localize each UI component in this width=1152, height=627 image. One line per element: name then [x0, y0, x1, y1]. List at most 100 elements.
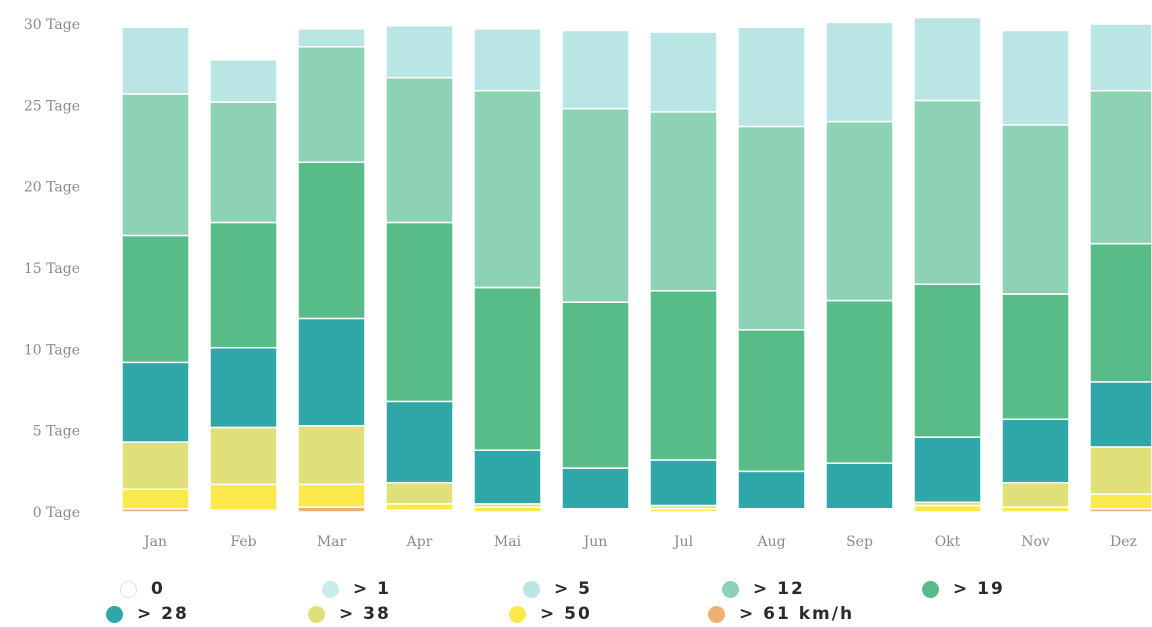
bar-segment[interactable] — [1089, 242, 1152, 383]
bar-segment[interactable] — [737, 329, 806, 473]
bar-segment[interactable] — [385, 481, 454, 505]
bar-segment[interactable] — [737, 470, 806, 510]
y-tick-label: 30 Tage — [24, 17, 80, 33]
bar-segment[interactable] — [913, 436, 982, 503]
bar-segment[interactable] — [473, 28, 542, 92]
bar-segment[interactable] — [825, 21, 894, 123]
bar-segment[interactable] — [121, 361, 190, 443]
bar-segment[interactable] — [121, 488, 190, 510]
legend-item-gt38[interactable]: > 38 — [308, 603, 391, 625]
bar-segment[interactable] — [209, 221, 278, 349]
bar-segment[interactable] — [297, 46, 366, 164]
legend-swatch — [308, 605, 325, 623]
bar-segment[interactable] — [121, 26, 190, 95]
bar-segment[interactable] — [473, 449, 542, 505]
x-tick-label: Mai — [494, 534, 522, 550]
legend-item-gt5[interactable]: > 5 — [523, 578, 592, 600]
y-axis: 0 Tage 5 Tage 10 Tage 15 Tage 20 Tage 25 Tage… — [24, 17, 80, 521]
legend-label: > 19 — [953, 579, 1005, 599]
legend-swatch — [708, 605, 725, 623]
bar-segment[interactable] — [473, 286, 542, 451]
x-tick-label: Apr — [406, 534, 433, 550]
legend-item-gt61[interactable]: > 61 km/h — [708, 603, 854, 625]
bar-segment[interactable] — [209, 483, 278, 512]
bar-segment[interactable] — [1089, 381, 1152, 448]
x-tick-label: Mar — [317, 534, 347, 550]
bar-segment[interactable] — [649, 290, 718, 461]
bar-segment[interactable] — [385, 24, 454, 79]
legend-item-gt50[interactable]: > 50 — [509, 603, 592, 625]
bar-segment[interactable] — [1001, 481, 1070, 508]
bar-segment[interactable] — [121, 93, 190, 237]
bar-segment[interactable] — [825, 120, 894, 302]
bar-stacks — [121, 16, 1152, 513]
y-tick-label: 0 Tage — [33, 505, 80, 521]
x-tick-label: Jan — [142, 534, 167, 550]
bar-segment[interactable] — [209, 101, 278, 224]
bar-segment[interactable] — [297, 317, 366, 427]
legend-swatch — [106, 605, 123, 623]
legend-item-gt28[interactable]: > 28 — [106, 603, 189, 625]
bar-segment[interactable] — [825, 299, 894, 464]
bar-segment[interactable] — [121, 234, 190, 364]
bar-segment[interactable] — [913, 99, 982, 286]
bar-segment[interactable] — [649, 111, 718, 292]
legend-swatch — [523, 580, 540, 598]
bar-segment[interactable] — [1089, 89, 1152, 245]
x-tick-label: Feb — [230, 534, 256, 550]
bar-segment[interactable] — [1089, 446, 1152, 495]
y-tick-label: 25 Tage — [24, 98, 80, 114]
bar-segment[interactable] — [1001, 293, 1070, 421]
x-tick-label: Aug — [756, 534, 785, 550]
x-axis: Jan Feb Mar Apr Mai Jun Jul Aug Sep Okt Nov Dez — [142, 534, 1137, 550]
legend-item-gt1[interactable]: > 1 — [322, 578, 391, 600]
x-tick-label: Jun — [582, 534, 608, 550]
bar-segment[interactable] — [913, 16, 982, 102]
bar-segment[interactable] — [1001, 418, 1070, 484]
bar-segment[interactable] — [385, 76, 454, 224]
legend-item-gt19[interactable]: > 19 — [922, 578, 1005, 600]
bar-segment[interactable] — [561, 301, 630, 469]
bar-segment[interactable] — [1089, 23, 1152, 92]
legend-item-gt12[interactable]: > 12 — [722, 578, 805, 600]
bar-segment[interactable] — [385, 503, 454, 512]
bar-segment[interactable] — [649, 31, 718, 113]
y-tick-label: 10 Tage — [24, 342, 80, 358]
x-tick-label: Sep — [846, 534, 873, 550]
legend-item-0[interactable]: 0 — [120, 578, 165, 600]
bar-segment[interactable] — [121, 441, 190, 490]
bar-segment[interactable] — [209, 346, 278, 429]
bar-segment[interactable] — [297, 483, 366, 508]
bar-segment[interactable] — [1001, 29, 1070, 126]
bar-segment[interactable] — [209, 426, 278, 486]
legend-label: > 38 — [339, 604, 391, 624]
x-tick-label: Nov — [1021, 534, 1050, 550]
bar-segment[interactable] — [649, 459, 718, 507]
wind-speed-chart: 0 Tage 5 Tage 10 Tage 15 Tage 20 Tage 25 Tage… — [24, 16, 1152, 550]
bar-segment[interactable] — [1001, 124, 1070, 295]
bar-segment[interactable] — [561, 29, 630, 110]
bar-segment[interactable] — [561, 467, 630, 510]
bar-segment[interactable] — [913, 504, 982, 513]
legend: 0 > 1 > 5 > 12 > 19 > 28 > 38 > 50 > 61 … — [98, 578, 1138, 624]
bar-segment[interactable] — [737, 26, 806, 128]
legend-swatch — [322, 580, 339, 598]
bar-segment[interactable] — [297, 425, 366, 486]
bar-segment[interactable] — [913, 283, 982, 438]
y-tick-label: 5 Tage — [33, 424, 80, 440]
bar-segment[interactable] — [561, 107, 630, 303]
x-tick-label: Okt — [935, 534, 961, 550]
bar-segment[interactable] — [473, 89, 542, 289]
bar-segment[interactable] — [385, 400, 454, 484]
bar-segment[interactable] — [297, 28, 366, 48]
bar-segment[interactable] — [297, 161, 366, 320]
bar-segment[interactable] — [1089, 493, 1152, 510]
legend-label: > 5 — [554, 579, 592, 599]
bar-segment[interactable] — [385, 221, 454, 403]
legend-label: > 50 — [540, 604, 592, 624]
legend-label: > 28 — [137, 604, 189, 624]
legend-label: 0 — [151, 579, 165, 599]
bar-segment[interactable] — [825, 462, 894, 510]
bar-segment[interactable] — [737, 125, 806, 331]
bar-segment[interactable] — [209, 59, 278, 103]
